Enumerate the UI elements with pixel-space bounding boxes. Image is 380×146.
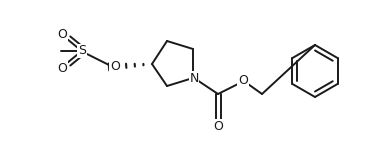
Text: O: O [238,74,248,87]
Text: N: N [189,72,199,85]
Text: S: S [78,45,86,58]
Text: O: O [213,119,223,133]
Text: O: O [110,60,120,73]
Text: O: O [57,27,67,40]
Text: O: O [57,61,67,74]
